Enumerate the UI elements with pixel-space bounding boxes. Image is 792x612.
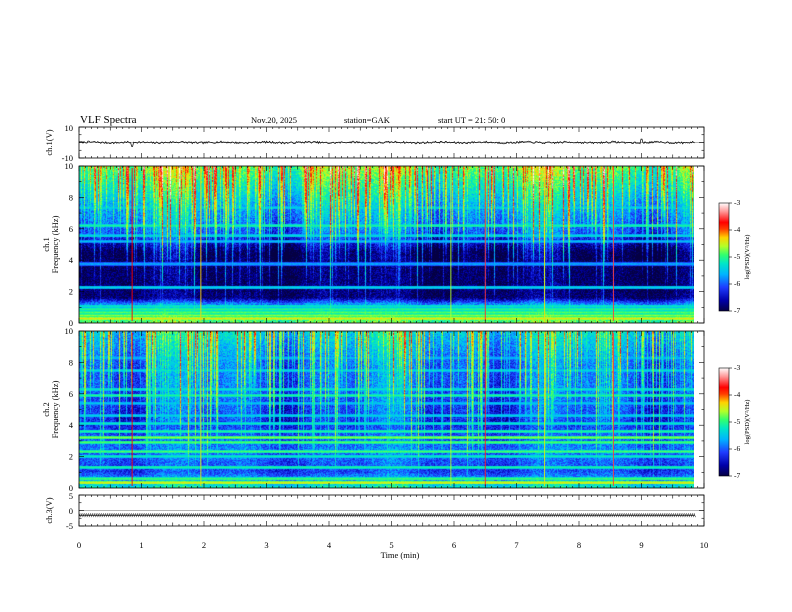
x-axis-label: Time (min)	[381, 550, 420, 560]
ch1-freq-tick-6: 6	[69, 224, 73, 234]
ch2-colorbar-tick-m6: -6	[734, 444, 740, 453]
ch1-spectrogram-image	[79, 166, 694, 323]
ch1-spectrogram-panel: 0 2 4 6 8 10 ch.1 Frequency (kHz)	[41, 161, 705, 328]
ch3-waveform-panel: 5 0 -5 ch.3(V)	[44, 491, 705, 531]
ch2-spectrogram-panel: 0 2 4 6 8 10 ch.2 Frequency (kHz)	[41, 326, 705, 493]
ch3-ytick-bottom: -5	[66, 521, 73, 531]
ch2-spectrogram-image	[79, 331, 694, 488]
ch1-spectrogram-channel-label: ch.1	[41, 237, 51, 251]
ch3-ytick-top: 5	[69, 491, 73, 501]
ch2-colorbar-gradient	[718, 367, 730, 477]
ch2-freq-tick-8: 8	[69, 357, 73, 367]
ch2-colorbar-tick-m3: -3	[734, 363, 740, 372]
ch1-colorbar-label: log(PSD)(V²/Hz)	[744, 235, 751, 280]
ch1-colorbar-ticks	[729, 202, 732, 312]
ch2-colorbar: -3 -4 -5 -6 -7 log(PSD)(V²/Hz)	[718, 363, 751, 480]
x-axis: 0 1 2 3 4 5 6 7 8 9 10 Time (min)	[77, 540, 708, 560]
ch1-freq-tick-10: 10	[65, 161, 74, 171]
ch1-freq-tick-0: 0	[69, 318, 73, 328]
ch2-spectrogram-ylabel: Frequency (kHz)	[50, 380, 60, 438]
ch2-freq-tick-10: 10	[65, 326, 74, 336]
ch1-waveform-ticks	[78, 126, 705, 159]
ch3-waveform-hatch	[78, 513, 696, 518]
ch2-colorbar-tick-m5: -5	[734, 417, 740, 426]
ch2-freq-tick-2: 2	[69, 452, 73, 462]
ch1-freq-tick-4: 4	[69, 255, 74, 265]
ch1-ytick-bottom: -10	[62, 153, 73, 163]
ch2-colorbar-ticks	[729, 367, 732, 477]
ch2-spectrogram-ticks	[78, 330, 705, 489]
ch1-spectrogram-vertical-lines	[131, 168, 614, 321]
ch1-freq-tick-2: 2	[69, 287, 73, 297]
ch2-spectrogram-channel-label: ch.2	[41, 402, 51, 416]
x-tick-label-4: 4	[327, 540, 332, 550]
ch2-freq-tick-0: 0	[69, 483, 73, 493]
ch3-waveform-ylabel: ch.3(V)	[44, 497, 54, 523]
ch2-spectrogram-vertical-lines	[131, 333, 614, 486]
figure-title: VLF Spectra	[80, 114, 137, 126]
ch1-freq-tick-8: 8	[69, 192, 73, 202]
x-tick-label-10: 10	[700, 540, 709, 550]
x-tick-label-7: 7	[514, 540, 518, 550]
ch2-colorbar-tick-m7: -7	[734, 471, 740, 480]
ch1-spectrogram-ticks	[78, 165, 705, 324]
ch2-freq-tick-6: 6	[69, 389, 73, 399]
ch1-ytick-top: 10	[65, 123, 74, 133]
start-time-label: start UT = 21: 50: 0	[438, 115, 505, 125]
ch1-colorbar-tick-m4: -4	[734, 225, 740, 234]
station-label: station=GAK	[344, 115, 391, 125]
ch3-waveform-ticks	[78, 494, 705, 527]
x-tick-label-2: 2	[202, 540, 206, 550]
ch1-colorbar-gradient	[718, 202, 730, 312]
ch1-colorbar-tick-m6: -6	[734, 279, 740, 288]
date-label: Nov.20, 2025	[251, 115, 297, 125]
ch2-colorbar-tick-m4: -4	[734, 390, 740, 399]
x-tick-label-0: 0	[77, 540, 81, 550]
ch1-colorbar-tick-m5: -5	[734, 252, 740, 261]
ch2-freq-tick-4: 4	[69, 420, 74, 430]
ch2-colorbar-label: log(PSD)(V²/Hz)	[744, 400, 751, 445]
x-tick-label-8: 8	[577, 540, 581, 550]
ch1-waveform-ylabel: ch.1(V)	[44, 129, 54, 155]
ch1-colorbar-tick-m3: -3	[734, 198, 740, 207]
ch1-spectrogram-ylabel: Frequency (kHz)	[50, 215, 60, 273]
x-tick-label-3: 3	[264, 540, 268, 550]
ch1-waveform-trace	[78, 138, 695, 147]
ch1-colorbar-tick-m7: -7	[734, 306, 740, 315]
x-tick-label-5: 5	[389, 540, 393, 550]
x-tick-label-6: 6	[452, 540, 456, 550]
ch1-waveform-panel: 10 -10 ch.1(V)	[44, 123, 705, 163]
x-tick-label-1: 1	[139, 540, 143, 550]
ch3-ytick-middle: 0	[69, 506, 73, 516]
x-tick-label-9: 9	[639, 540, 643, 550]
ch1-colorbar: -3 -4 -5 -6 -7 log(PSD)(V²/Hz)	[718, 198, 751, 315]
